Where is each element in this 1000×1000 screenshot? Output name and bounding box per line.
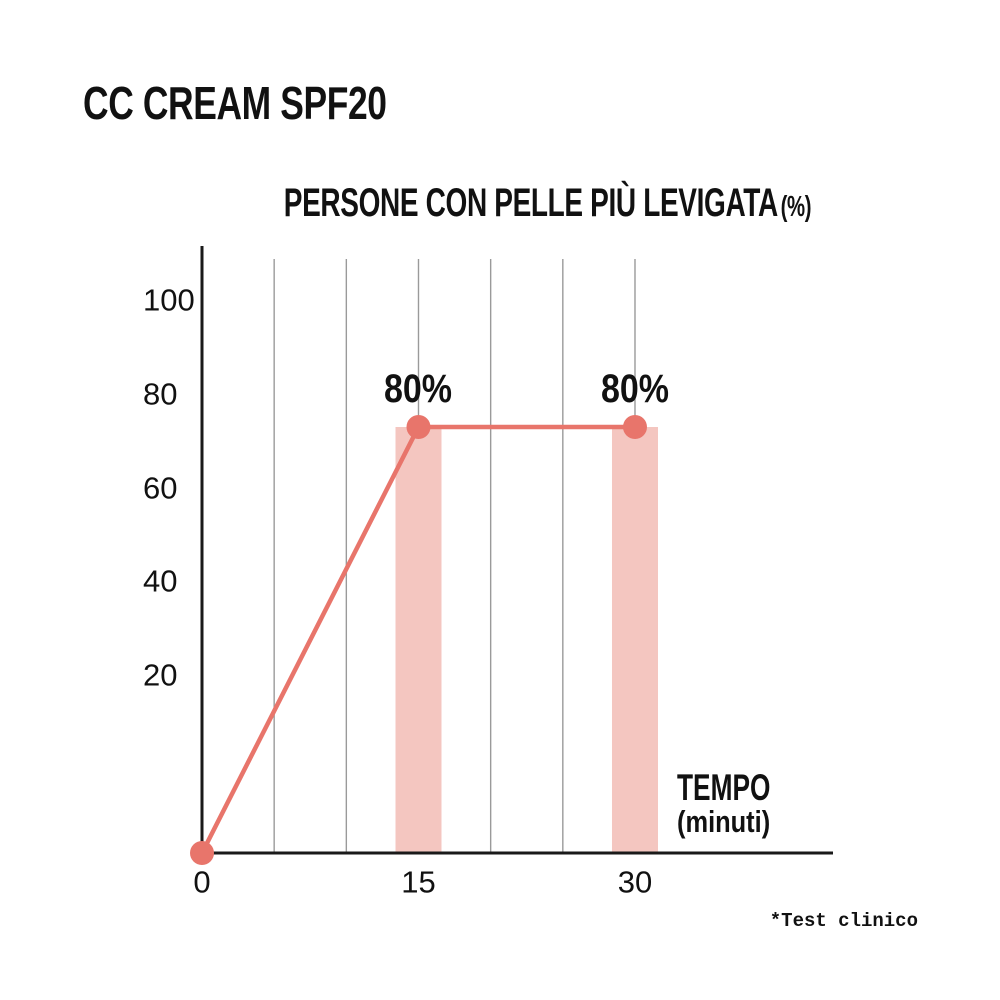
chart-title-unit: (%) xyxy=(780,191,812,223)
data-point-label: 80% xyxy=(384,367,453,411)
page-title: CC CREAM SPF20 xyxy=(83,77,387,129)
y-tick-label: 60 xyxy=(143,470,178,505)
data-point-marker xyxy=(406,415,431,439)
x-tick-label: 15 xyxy=(401,864,436,900)
y-tick-label: 100 xyxy=(143,282,195,318)
y-tick-label: 40 xyxy=(143,563,178,599)
y-tick-label: 20 xyxy=(143,657,178,693)
data-point-marker xyxy=(190,841,214,865)
highlight-bar xyxy=(395,427,442,853)
chart-title-text: PERSONE CON PELLE PIÙ LEVIGATA xyxy=(283,181,778,225)
y-tick-label: 80 xyxy=(143,376,178,412)
data-point-label: 80% xyxy=(600,367,670,411)
x-axis-label: TEMPO xyxy=(677,767,771,808)
x-tick-label: 30 xyxy=(617,864,653,900)
data-point-marker xyxy=(622,415,647,439)
x-tick-label: 0 xyxy=(193,864,211,900)
x-axis-sublabel: (minuti) xyxy=(677,804,771,839)
footnote: *Test clinico xyxy=(769,910,918,932)
chart-title: PERSONE CON PELLE PIÙ LEVIGATA(%) xyxy=(284,181,812,226)
highlight-bar xyxy=(611,427,658,853)
